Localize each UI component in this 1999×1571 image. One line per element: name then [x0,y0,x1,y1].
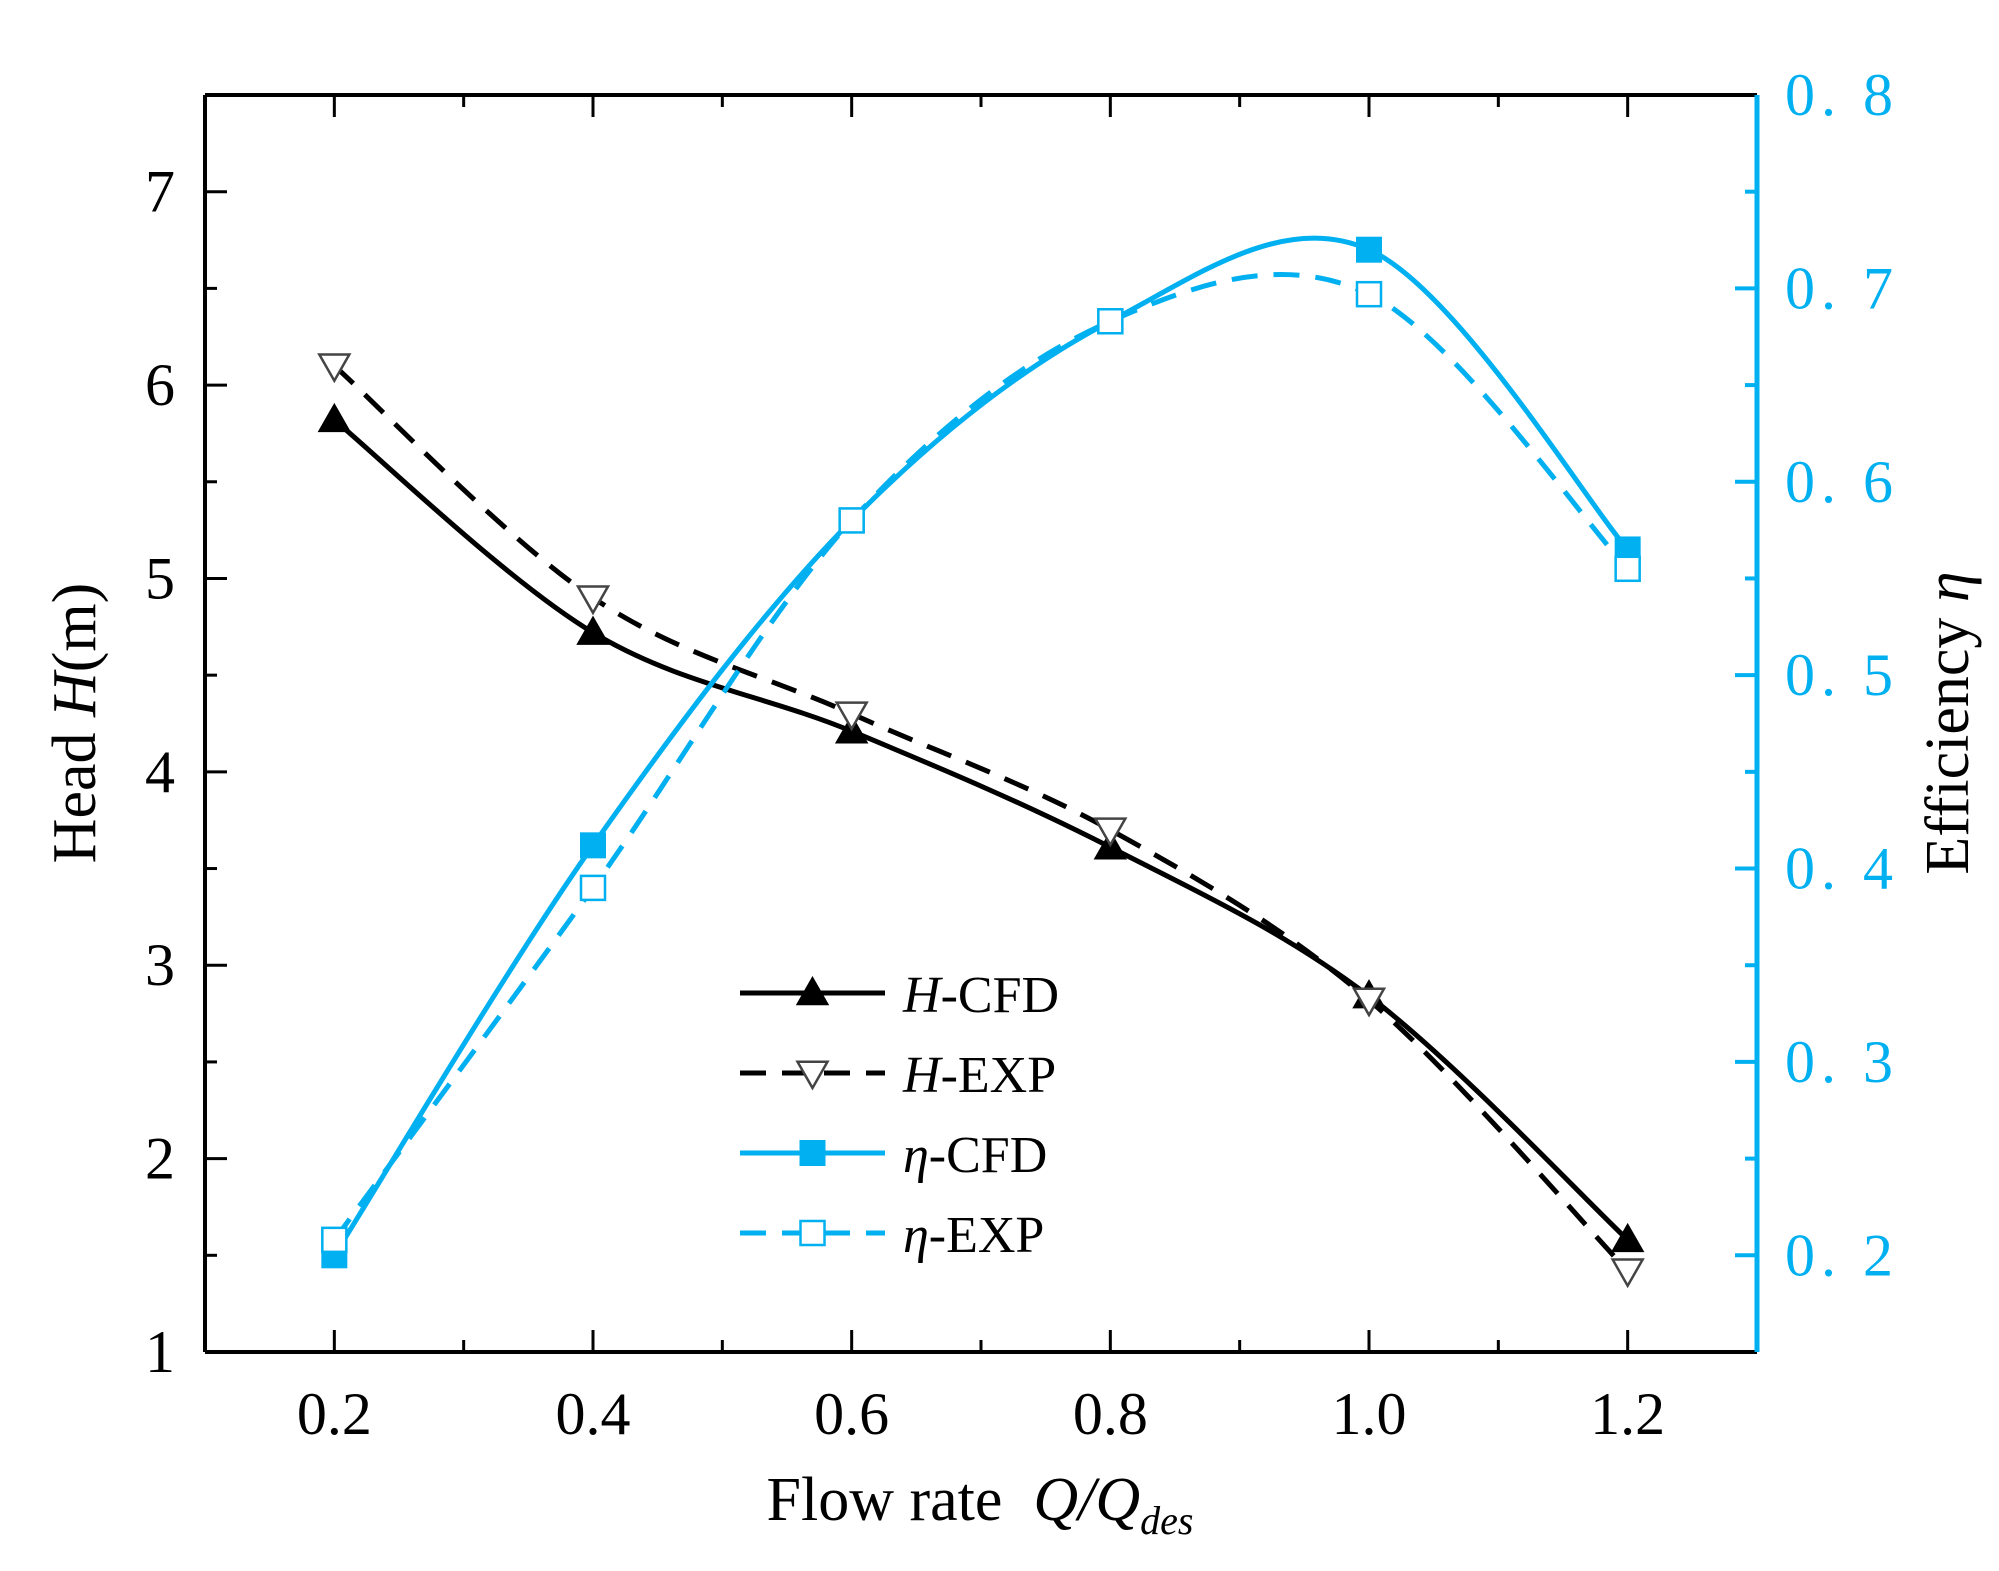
y-axis-right-title: Efficiency η [1914,571,1982,874]
series-line-H-CFD [332,417,1630,1242]
y-left-tick-label: 6 [145,352,175,418]
legend-marker-H-CFD [795,975,830,1006]
y-left-tick-label: 3 [145,932,175,998]
x-tick-label: 1.2 [1590,1381,1665,1447]
series-layer [317,235,1645,1289]
y-axis-left-title-suffix: (m) [41,583,109,673]
legend-marker-η-EXP [799,1219,826,1247]
series-line-η-CFD [332,235,1630,1257]
legend-label: η-CFD [903,1127,1047,1184]
legend-label-rest: -EXP [941,1047,1057,1104]
y-axis-right-title-prefix: Efficiency [1914,602,1982,875]
y-right-tick-label: 0. 8 [1785,62,1899,128]
legend-label: H-EXP [902,1047,1056,1104]
x-axis-title-prefix: Flow rate [767,1466,1034,1534]
legend-label-italic: H [902,1047,943,1104]
legend-label-italic: H [902,967,943,1024]
x-tick-label: 0.6 [814,1381,889,1447]
data-point-H-CFD [576,615,610,645]
x-tick-label: 0.8 [1073,1381,1148,1447]
series-line-H-EXP [332,363,1630,1273]
data-point-η-EXP [1355,280,1383,308]
data-point-η-EXP [1614,555,1641,583]
x-tick-label: 0.2 [297,1381,372,1447]
y-left-tick-label: 4 [145,739,175,805]
legend-marker-H-EXP [795,1060,830,1091]
legend-label-italic: η [903,1207,929,1264]
y-left-tick-label: 2 [145,1126,175,1192]
series-line-η-EXP [332,272,1630,1242]
data-point-η-CFD [580,832,606,859]
data-point-H-CFD [1610,1222,1645,1253]
data-point-η-EXP [838,507,865,534]
y-left-tick-label: 5 [145,545,175,611]
data-point-η-EXP [579,874,607,902]
x-axis-title-subscript: des [1140,1498,1193,1543]
y-axis-left-title: Head H(m) [41,583,109,864]
data-point-H-EXP [834,701,869,732]
y-axis-left-title-italic: H [41,669,109,718]
data-point-H-EXP [1093,817,1128,848]
x-axis-title-q: Q/Q [1033,1466,1140,1534]
legend-label: η-EXP [903,1207,1044,1264]
y-left-tick-label: 7 [145,159,175,225]
y-left-tick-label: 1 [145,1319,175,1385]
data-point-H-EXP [317,353,352,384]
data-point-H-EXP [575,585,611,616]
tick-labels: 0.2 0.4 0.6 0.8 1.0 1.2 1 2 3 4 5 6 7 0. 2 0. 3 0. 4 0. … [145,62,1899,1447]
data-point-η-EXP [1097,308,1124,335]
x-tick-label: 1.0 [1332,1381,1407,1447]
y-right-tick-label: 0. 6 [1785,449,1899,515]
y-right-tick-label: 0. 7 [1785,255,1899,321]
legend-label-italic: η [903,1127,929,1184]
data-point-H-EXP [1610,1258,1645,1289]
y-axis-right-title-italic: η [1914,571,1982,602]
legend-label-rest: -EXP [929,1207,1045,1264]
x-axis-title: Flow rate Q/Qdes [767,1466,1194,1543]
data-point-η-EXP [321,1226,348,1254]
y-right-tick-label: 0. 5 [1785,642,1899,708]
legend-label: H-CFD [902,967,1059,1024]
y-right-tick-label: 0. 3 [1785,1029,1899,1095]
y-right-tick-label: 0. 2 [1785,1222,1899,1288]
legend-label-rest: -CFD [941,967,1059,1024]
data-point-H-EXP [1351,987,1387,1018]
y-right-tick-label: 0. 4 [1785,836,1899,902]
legend-label-rest: -CFD [929,1127,1047,1184]
x-tick-label: 0.4 [556,1381,631,1447]
data-point-H-CFD [317,402,352,433]
data-point-η-CFD [1356,236,1382,263]
y-axis-left-title-prefix: Head [41,717,109,863]
legend-marker-η-CFD [799,1140,826,1166]
